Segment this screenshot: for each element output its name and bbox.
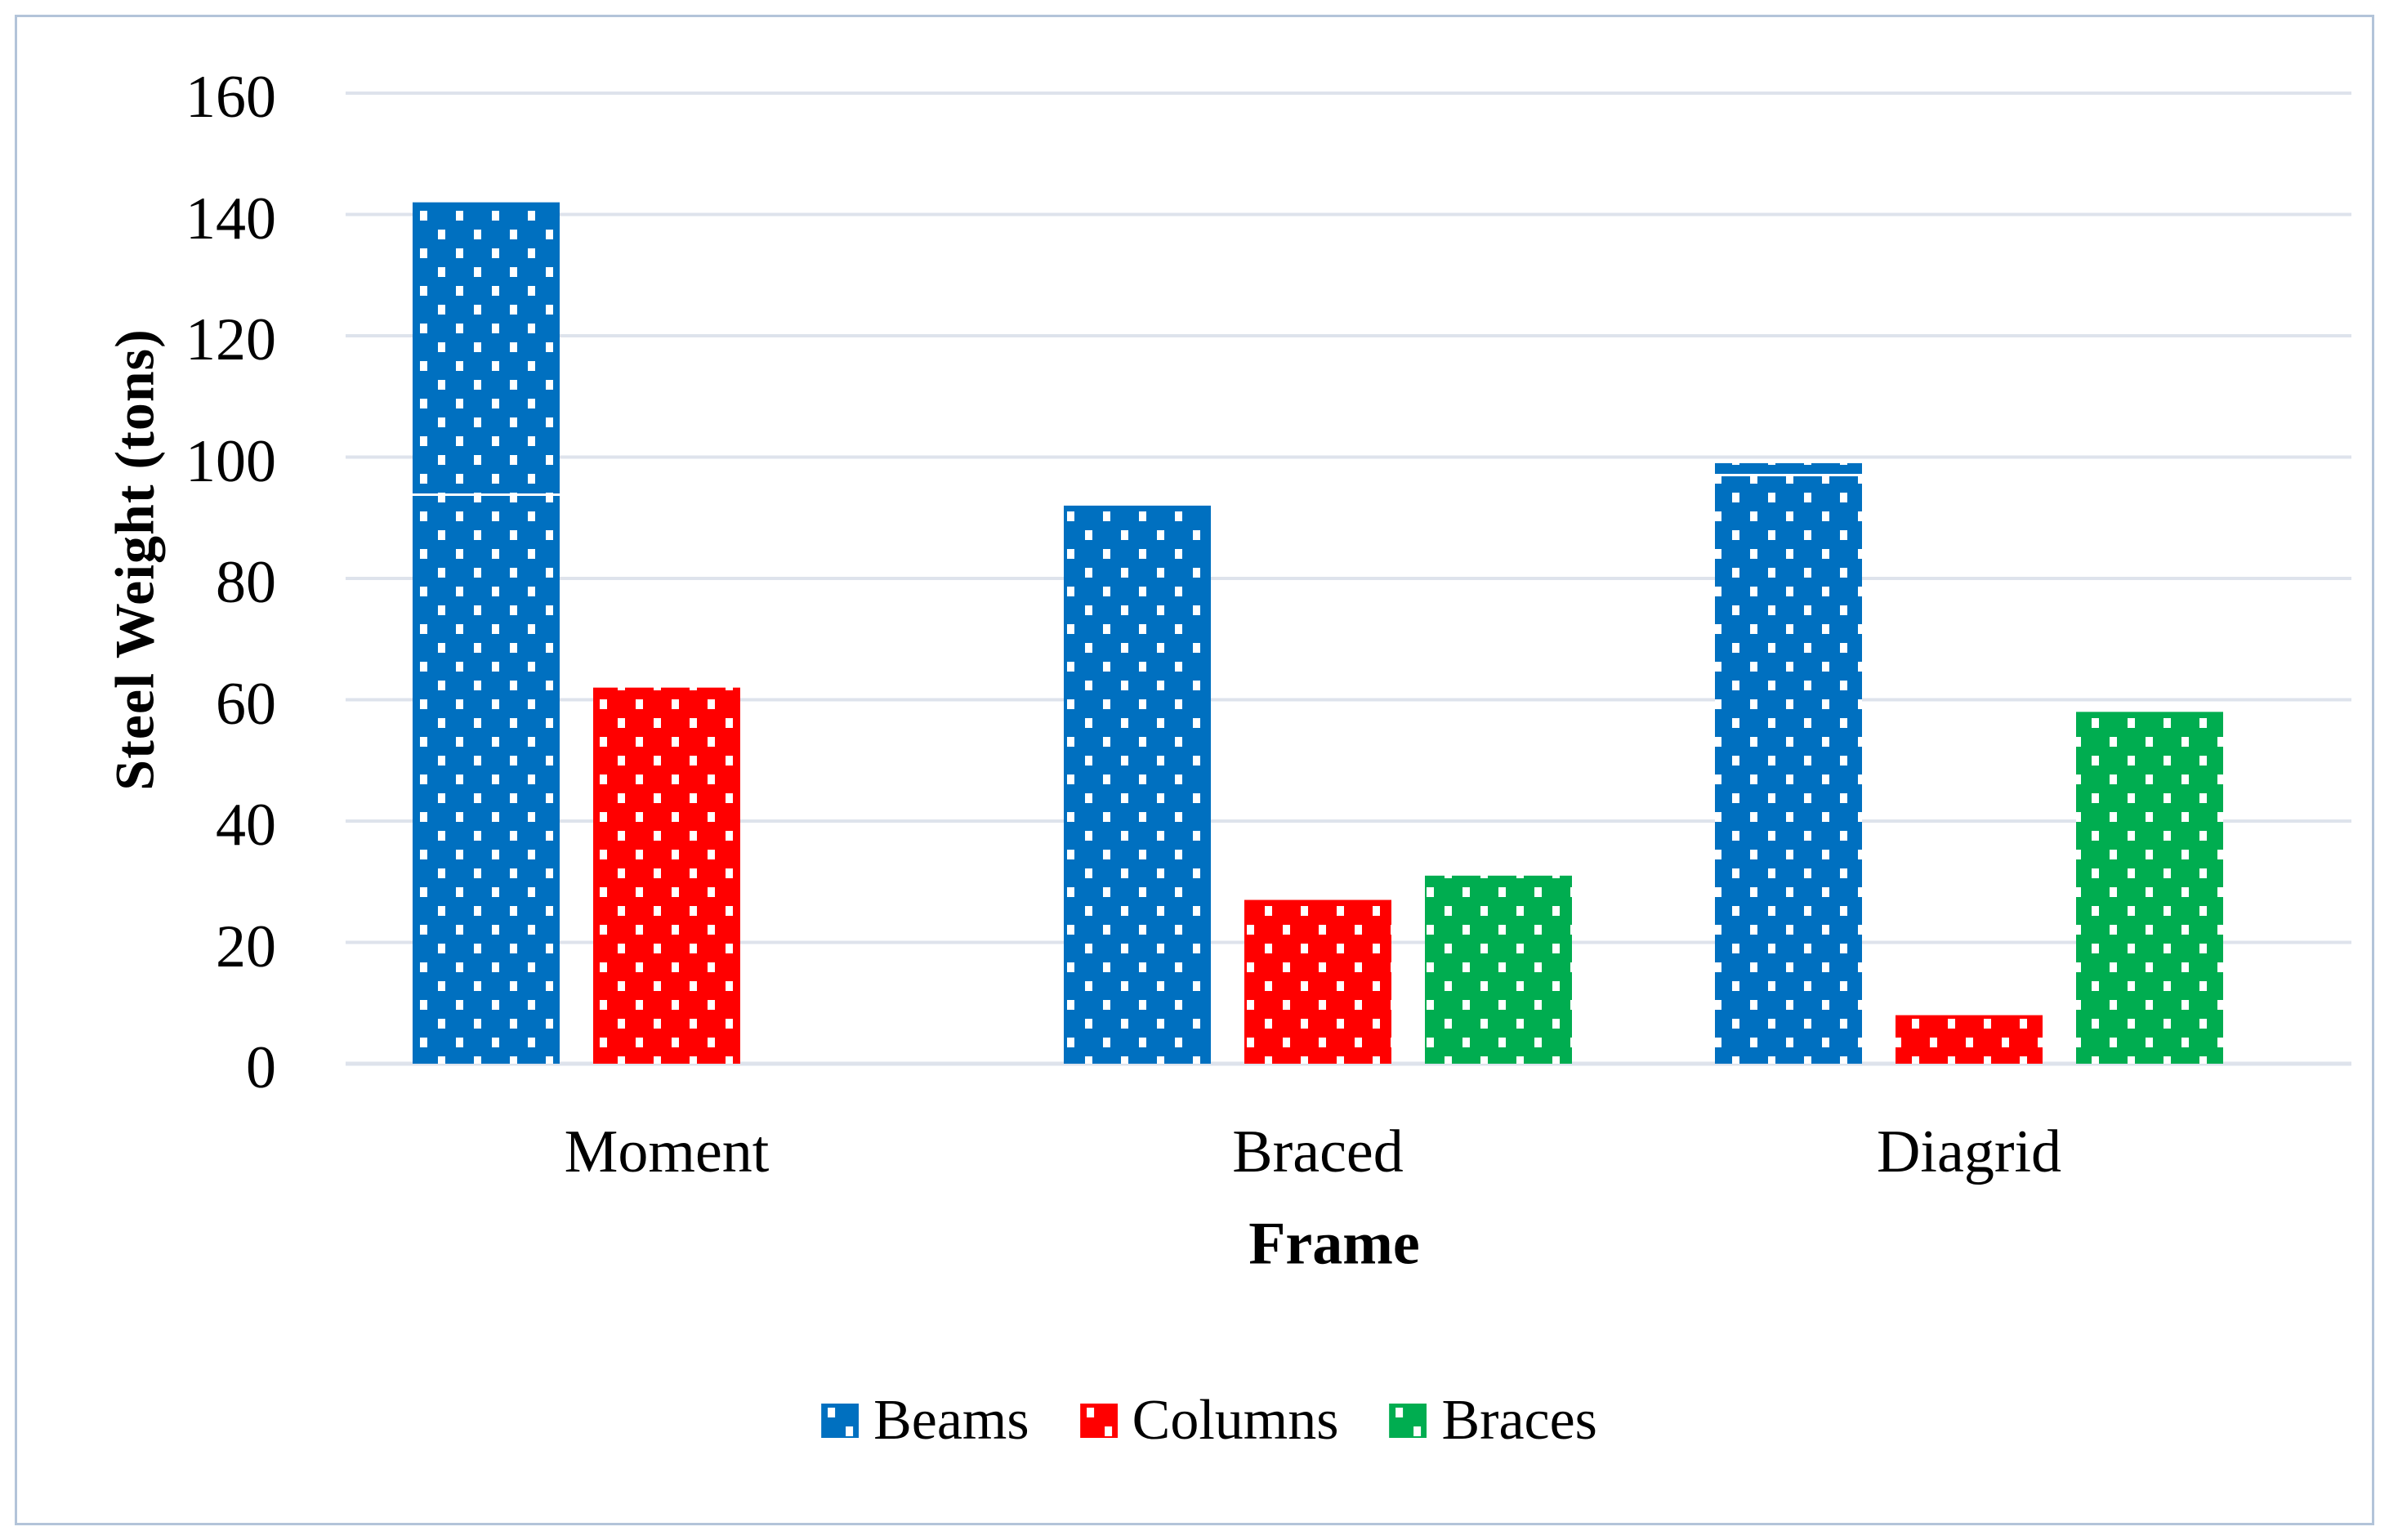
x-category-label-braced: Braced <box>1232 1118 1404 1185</box>
legend-label-columns: Columns <box>1132 1389 1339 1452</box>
x-category-label-diagrid: Diagrid <box>1876 1118 2062 1185</box>
x-axis-title: Frame <box>1248 1210 1420 1278</box>
bar-diagrid-columns <box>1896 1015 2043 1064</box>
bar-seam-line <box>1715 474 1862 476</box>
legend: Beams Columns Braces <box>821 1390 1597 1451</box>
y-tick-label-100: 100 <box>185 427 276 495</box>
bar-moment-columns <box>593 687 740 1064</box>
bar-moment-beams <box>413 202 560 1064</box>
y-tick-label-20: 20 <box>216 913 276 980</box>
y-tick-label-0: 0 <box>246 1034 276 1101</box>
y-tick-label-60: 60 <box>216 670 276 738</box>
y-tick-label-80: 80 <box>216 549 276 616</box>
legend-label-beams: Beams <box>873 1389 1029 1452</box>
y-tick-label-40: 40 <box>216 792 276 859</box>
y-tick-label-140: 140 <box>185 185 276 252</box>
legend-label-braces: Braces <box>1441 1389 1597 1452</box>
legend-swatch-columns <box>1079 1404 1118 1438</box>
bar-diagrid-braces <box>2076 712 2223 1064</box>
legend-swatch-beams <box>821 1404 860 1438</box>
bar-seam-line <box>413 493 560 496</box>
bar-braced-braces <box>1425 875 1572 1064</box>
y-tick-label-120: 120 <box>185 306 276 373</box>
legend-item-columns: Columns <box>1079 1389 1339 1452</box>
x-category-label-moment: Moment <box>564 1118 770 1185</box>
legend-item-beams: Beams <box>821 1390 1029 1451</box>
y-tick-label-160: 160 <box>185 64 276 131</box>
bar-diagrid-beams <box>1715 462 1862 1064</box>
legend-swatch-braces <box>1389 1404 1427 1438</box>
bar-braced-beams <box>1064 505 1211 1064</box>
legend-item-braces: Braces <box>1389 1389 1597 1452</box>
bar-braced-columns <box>1244 899 1391 1064</box>
